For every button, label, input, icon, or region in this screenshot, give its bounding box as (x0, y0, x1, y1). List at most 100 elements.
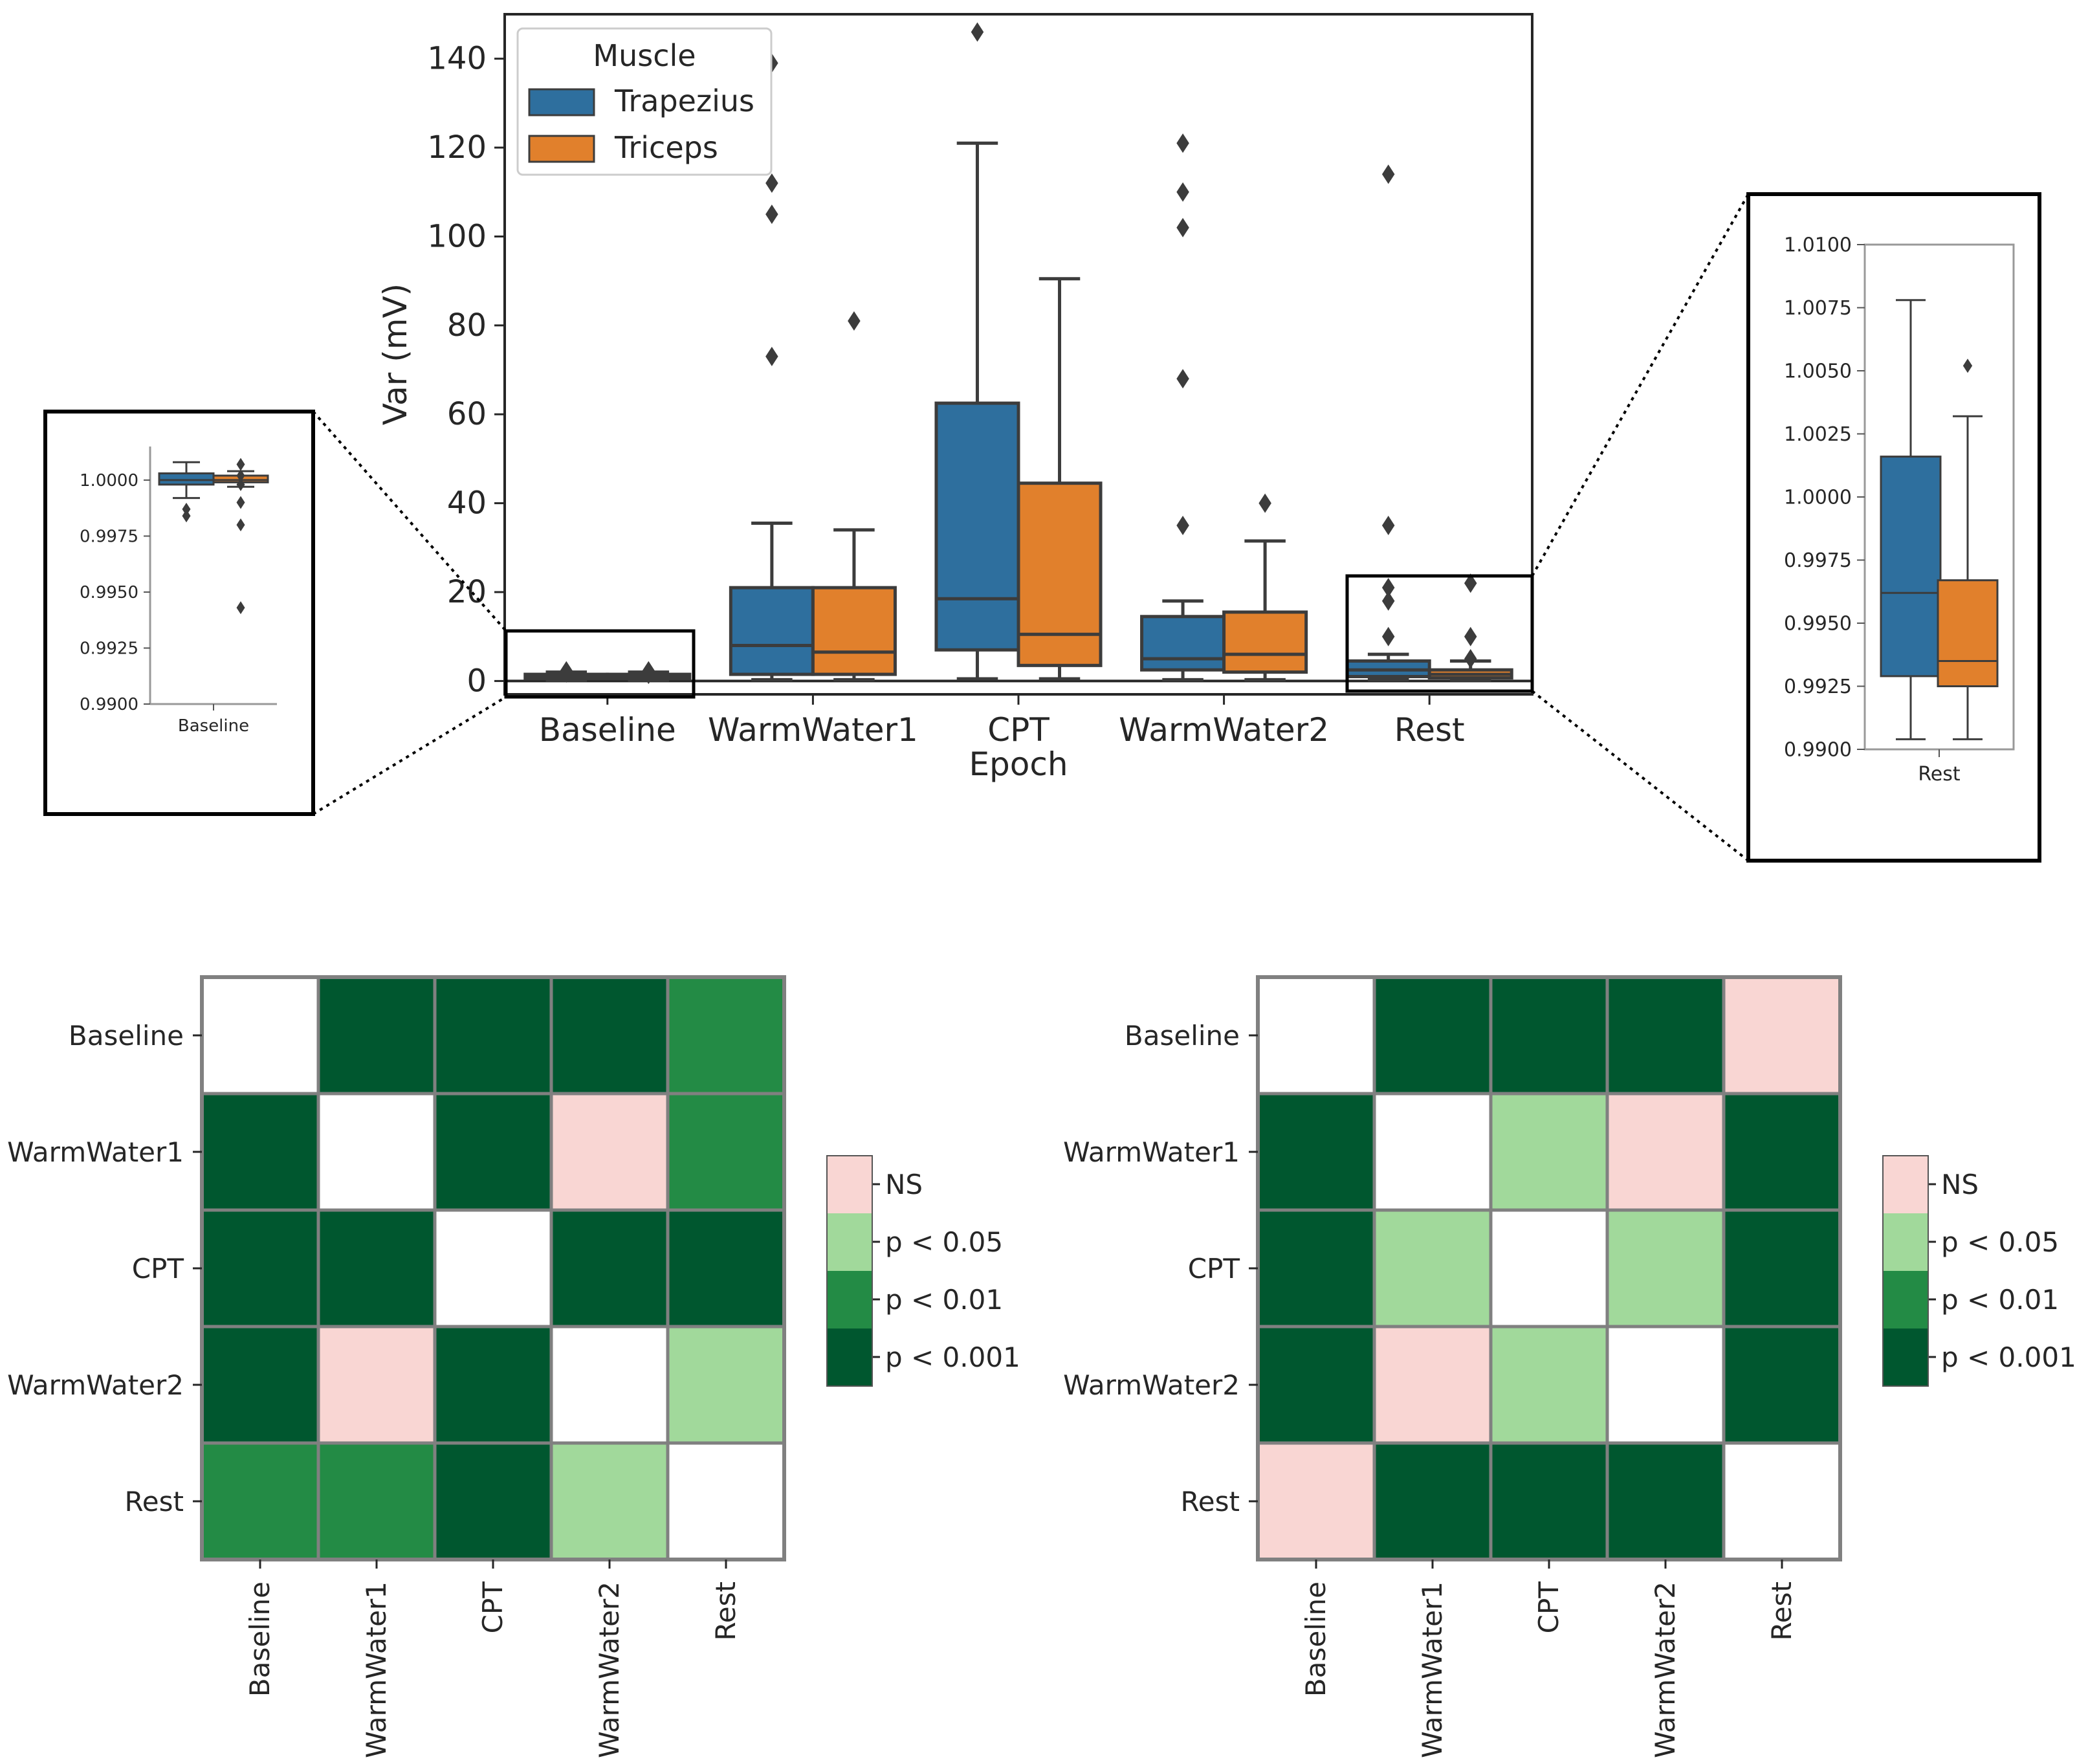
inset-y-tick-label: 0.9900 (80, 695, 138, 714)
inset-box-triceps-outlier (236, 601, 245, 615)
zoom-box-rest (1345, 574, 1534, 693)
inset-y-tick-label: 1.0000 (1784, 487, 1852, 509)
heatmap-cell (200, 1441, 320, 1561)
inset-box-trapezius-box (158, 472, 215, 486)
heatmap-col-label: WarmWater1 (360, 1582, 392, 1758)
heatmap-cell (1605, 975, 1726, 1096)
heatmap-row-label: WarmWater1 (1063, 1136, 1240, 1168)
heatmap-cell (666, 975, 786, 1096)
colorbar-label: p < 0.001 (885, 1341, 1020, 1373)
box-trapezius-warmwater1-outlier (765, 346, 778, 366)
inset-x-tick-label: Rest (1918, 763, 1961, 786)
legend-swatch-trapezius (528, 88, 595, 116)
heatmap-cell (1722, 1092, 1842, 1212)
box-trapezius-rest-outlier (1381, 626, 1395, 646)
heatmap-col-label: CPT (477, 1582, 509, 1634)
colorbar-segment (1883, 1156, 1928, 1213)
box-trapezius-cpt-outlier (971, 22, 984, 42)
box-trapezius-rest-outlier (1381, 164, 1395, 184)
heatmap-col-label: CPT (1533, 1582, 1565, 1634)
colorbar-frame (826, 1155, 873, 1387)
heatmap-row-label: WarmWater2 (1063, 1369, 1240, 1401)
heatmap-cell (1372, 1441, 1493, 1561)
inset-baseline-chart: 0.9900 0.9925 0.9950 0.9975 1.0000 Baseline (43, 410, 315, 816)
heatmap-row-label: CPT (1188, 1253, 1240, 1284)
y-tick-label: 140 (427, 41, 487, 77)
heatmap-row-label: Baseline (1125, 1020, 1240, 1052)
heatmap-cell (1256, 1325, 1376, 1445)
heatmap-col-label: Rest (1766, 1582, 1797, 1641)
y-tick-label: 80 (447, 307, 487, 344)
colorbar-label: NS (1941, 1169, 1979, 1200)
zoom-connectors (312, 193, 1750, 862)
heatmap-cell (1256, 1441, 1376, 1561)
heatmap-cell (1256, 975, 1376, 1096)
x-tick-label: WarmWater1 (708, 711, 918, 749)
heatmap-left: Baseline WarmWater1 CPT WarmWater2 Rest Basel… (7, 975, 1020, 1758)
heatmap-cell (433, 1208, 553, 1329)
heatmap-cell (316, 975, 437, 1096)
heatmap-cell (316, 1325, 437, 1445)
colorbar-label: p < 0.01 (885, 1284, 1003, 1316)
box-triceps-warmwater1-box (811, 586, 897, 676)
box-trapezius-rest-outlier (1381, 578, 1395, 598)
heatmap-cell (1489, 1441, 1609, 1561)
heatmap-cell (1605, 1441, 1726, 1561)
heatmap-cell (1489, 1208, 1609, 1329)
inset-x-tick-label: Baseline (178, 716, 249, 736)
legend-label-trapezius: Trapezius (614, 83, 754, 118)
box-triceps-warmwater2-outlier (1258, 493, 1271, 513)
box-triceps-rest-outlier (1464, 626, 1477, 646)
inset-y-tick-label: 1.0050 (1784, 360, 1852, 383)
box-triceps-warmwater2-box (1222, 610, 1308, 674)
y-tick-label: 60 (447, 396, 487, 432)
y-tick-label: 20 (447, 574, 487, 610)
colorbar-label: p < 0.001 (1941, 1341, 2076, 1373)
heatmap-cell (549, 1208, 670, 1329)
inset-y-tick-label: 0.9975 (80, 527, 138, 547)
legend-label-triceps: Triceps (614, 130, 718, 165)
heatmap-cell (666, 1325, 786, 1445)
box-trapezius-warmwater2-outlier (1176, 182, 1189, 202)
heatmap-cell (1372, 975, 1493, 1096)
box-triceps-warmwater1-outlier (848, 311, 861, 331)
colorbar-segment (1883, 1329, 1928, 1386)
heatmap-row-label: WarmWater1 (7, 1136, 184, 1168)
colorbar-segment (1883, 1271, 1928, 1329)
heatmap-cell (1256, 1092, 1376, 1212)
box-trapezius-warmwater2-box (1140, 615, 1226, 672)
inset-rest-chart: 0.9900 0.9925 0.9950 0.9975 1.0000 1.0025 1.00… (1746, 192, 2041, 863)
inset-y-tick-label: 0.9925 (80, 639, 138, 659)
heatmap-cell (1489, 975, 1609, 1096)
inset-box-triceps-outlier (236, 496, 245, 509)
colorbar-segment (1883, 1213, 1928, 1271)
heatmap-cell (316, 1208, 437, 1329)
heatmap-row-label: Baseline (69, 1020, 184, 1052)
inset-box-trapezius-box (1880, 456, 1942, 678)
heatmap-col-label: WarmWater2 (1649, 1582, 1681, 1758)
box-triceps-rest-outlier (1464, 573, 1477, 593)
inset-box-trapezius-outlier (182, 502, 191, 516)
inset-box-trapezius-outlier (182, 509, 191, 523)
heatmap-cell (549, 1325, 670, 1445)
heatmap-row-label: Rest (125, 1486, 184, 1517)
inset-y-tick-label: 1.0025 (1784, 423, 1852, 446)
heatmap-cell (200, 1208, 320, 1329)
heatmap-cell (549, 1092, 670, 1212)
heatmap-cell (1722, 1325, 1842, 1445)
inset-box-triceps-outlier (1962, 358, 1973, 373)
heatmap-cell (1372, 1092, 1493, 1212)
connector-rest-top (1531, 193, 1750, 577)
heatmap-cell (433, 1441, 553, 1561)
y-tick-label: 120 (427, 129, 487, 166)
heatmap-cell (1605, 1092, 1726, 1212)
colorbar-label: p < 0.01 (1941, 1284, 2059, 1316)
inset-box-triceps-outlier (236, 518, 245, 532)
heatmap-cell (200, 975, 320, 1096)
heatmap-cell (549, 975, 670, 1096)
y-axis-label: Var (mV) (377, 283, 414, 425)
heatmap-cell (666, 1092, 786, 1212)
y-tick-label: 100 (427, 218, 487, 254)
zoom-box-baseline (504, 629, 696, 699)
main-boxplot-chart: 0 20 40 60 80 100 120 140 Var (mV) Baseline WarmWa… (377, 13, 1534, 783)
